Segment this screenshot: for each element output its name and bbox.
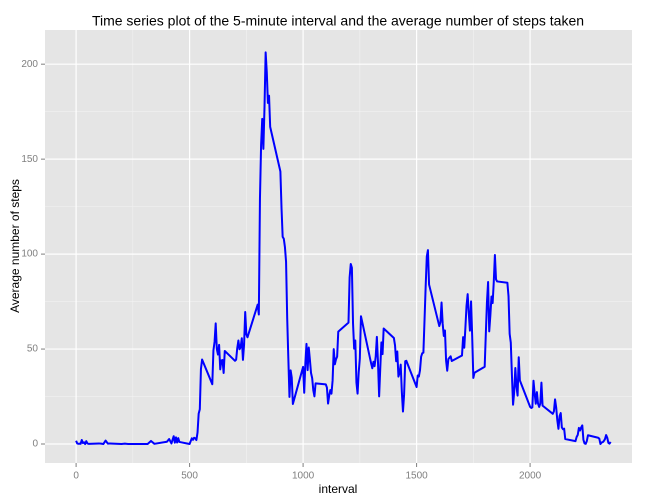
x-tick-label: 1000 [292, 471, 315, 482]
y-tick-label: 100 [21, 249, 38, 260]
x-axis-label: interval [319, 482, 358, 496]
x-tick-label: 2000 [519, 471, 542, 482]
x-tick-label: 1500 [405, 471, 428, 482]
x-tick-label: 500 [181, 471, 198, 482]
y-tick-label: 50 [27, 344, 39, 355]
y-tick-label: 0 [32, 439, 38, 450]
data-line [75, 51, 612, 446]
y-tick-label: 200 [21, 59, 38, 70]
chart-title: Time series plot of the 5-minute interva… [92, 13, 584, 29]
y-axis-label: Average number of steps [8, 179, 22, 313]
y-tick-label: 150 [21, 154, 38, 165]
x-tick-label: 0 [73, 471, 79, 482]
